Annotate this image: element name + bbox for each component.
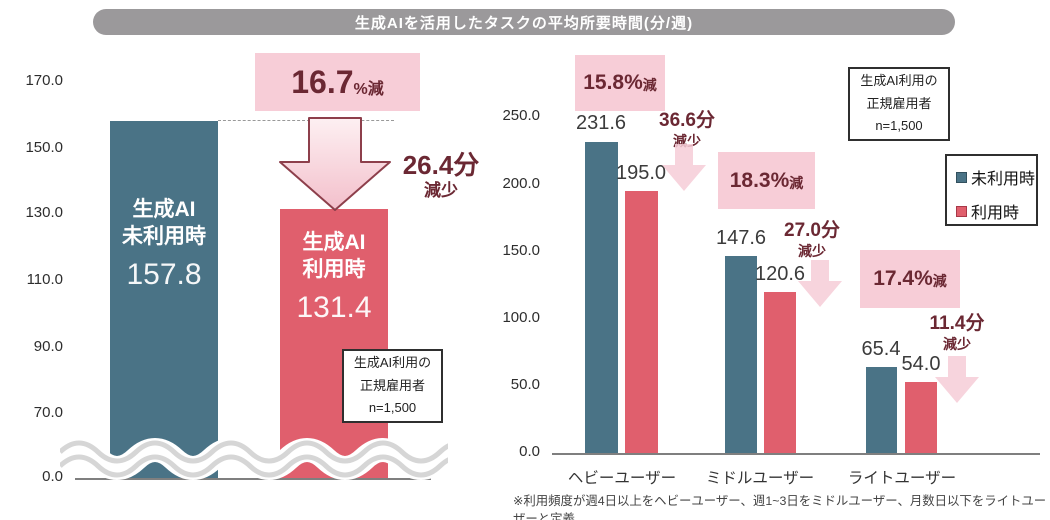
left-y-tick: 130.0	[25, 204, 63, 221]
bar-ai-unused-label: 生成AI 未利用時	[122, 198, 206, 248]
legend: 未利用時 利用時	[945, 154, 1038, 226]
legend-item-used: 利用時	[956, 199, 1036, 223]
left-percent-badge: 16.7 %減	[255, 53, 420, 111]
left-x-axis	[75, 478, 431, 480]
light-minutes-label: 11.4分 減少	[929, 313, 985, 352]
value-light-used: 54.0	[901, 353, 941, 375]
heavy-percent-badge: 15.8% 減	[575, 55, 665, 111]
right-y-tick: 50.0	[510, 376, 540, 393]
right-y-tick: 250.0	[502, 107, 540, 124]
left-percent-value: 16.7	[291, 63, 354, 100]
bar-middle-unused	[725, 256, 757, 453]
reference-dashed-line	[218, 120, 394, 121]
bar-heavy-unused	[585, 142, 618, 453]
chart-title: 生成AIを活用したタスクの平均所要時間(分/週)	[354, 14, 694, 32]
left-y-tick: 0.0	[42, 468, 63, 485]
big-down-arrow-icon	[279, 117, 391, 211]
left-minutes-label: 26.4分 減少	[402, 150, 480, 200]
right-sample-note: 生成AI利用の 正規雇用者 n=1,500	[848, 67, 950, 141]
bar-light-unused	[866, 367, 897, 453]
middle-percent-badge: 18.3% 減	[718, 152, 815, 209]
x-label-heavy: ヘビーユーザー	[567, 470, 677, 487]
bar-ai-used-value: 131.4	[296, 291, 372, 324]
value-heavy-unused: 231.6	[575, 112, 627, 134]
left-y-tick: 110.0	[26, 271, 63, 288]
right-y-tick: 0.0	[519, 443, 540, 460]
x-label-middle: ミドルユーザー	[705, 470, 815, 487]
bar-ai-used: 生成AI 利用時 131.4	[280, 209, 388, 478]
x-label-light: ライトユーザー	[847, 470, 957, 487]
value-light-unused: 65.4	[861, 338, 901, 360]
bar-ai-used-label: 生成AI 利用時	[302, 231, 366, 281]
bar-middle-used	[764, 292, 796, 453]
bar-heavy-used	[625, 191, 658, 453]
legend-item-unused: 未利用時	[956, 165, 1036, 189]
axis-break-wave-icon	[60, 438, 448, 480]
right-y-tick: 150.0	[502, 242, 540, 259]
chart-title-banner: 生成AIを活用したタスクの平均所要時間(分/週)	[93, 9, 955, 35]
left-y-tick: 90.0	[33, 338, 63, 355]
legend-swatch-unused	[956, 171, 967, 183]
right-y-tick: 100.0	[502, 309, 540, 326]
left-sample-note: 生成AI利用の 正規雇用者 n=1,500	[342, 349, 443, 423]
footnote: ※利用頻度が週4日以上をヘビーユーザー、週1~3日をミドルユーザー、月数日以下を…	[513, 494, 1047, 520]
heavy-down-arrow-icon	[662, 144, 706, 191]
left-percent-suffix: %減	[353, 81, 384, 98]
middle-down-arrow-icon	[798, 260, 842, 307]
light-percent-badge: 17.4% 減	[860, 250, 960, 308]
right-y-tick: 200.0	[502, 175, 540, 192]
bar-ai-unused-value: 157.8	[126, 258, 202, 291]
middle-minutes-label: 27.0分 減少	[784, 220, 840, 259]
left-y-tick: 70.0	[33, 404, 63, 421]
light-down-arrow-icon	[935, 356, 979, 403]
bar-ai-unused: 生成AI 未利用時 157.8	[110, 121, 218, 478]
bar-light-used	[905, 382, 937, 453]
left-y-tick: 170.0	[25, 72, 63, 89]
legend-swatch-used	[956, 205, 967, 217]
value-heavy-used: 195.0	[615, 162, 667, 184]
right-x-axis	[552, 453, 1040, 455]
value-middle-used: 120.6	[754, 263, 806, 285]
value-middle-unused: 147.6	[715, 227, 767, 249]
left-y-tick: 150.0	[25, 139, 63, 156]
